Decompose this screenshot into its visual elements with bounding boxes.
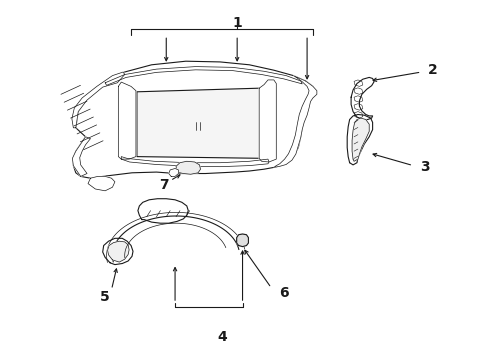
Polygon shape <box>168 168 178 176</box>
Polygon shape <box>138 199 188 223</box>
Text: 6: 6 <box>278 287 288 300</box>
Polygon shape <box>88 176 115 191</box>
Polygon shape <box>346 114 372 165</box>
Polygon shape <box>112 216 238 274</box>
Polygon shape <box>176 161 200 174</box>
Polygon shape <box>351 118 368 161</box>
Text: 2: 2 <box>427 63 437 77</box>
Polygon shape <box>259 80 276 162</box>
Polygon shape <box>102 238 133 265</box>
Polygon shape <box>273 76 316 167</box>
Polygon shape <box>72 72 124 128</box>
Text: 1: 1 <box>232 17 242 30</box>
Polygon shape <box>350 77 373 120</box>
Text: 5: 5 <box>100 290 110 304</box>
Polygon shape <box>118 82 136 159</box>
Polygon shape <box>73 61 315 178</box>
Text: 7: 7 <box>159 179 168 192</box>
Polygon shape <box>72 137 90 176</box>
Polygon shape <box>107 241 129 262</box>
Text: 3: 3 <box>420 161 429 174</box>
Polygon shape <box>236 234 248 247</box>
Polygon shape <box>137 88 268 158</box>
Text: 4: 4 <box>217 330 227 343</box>
